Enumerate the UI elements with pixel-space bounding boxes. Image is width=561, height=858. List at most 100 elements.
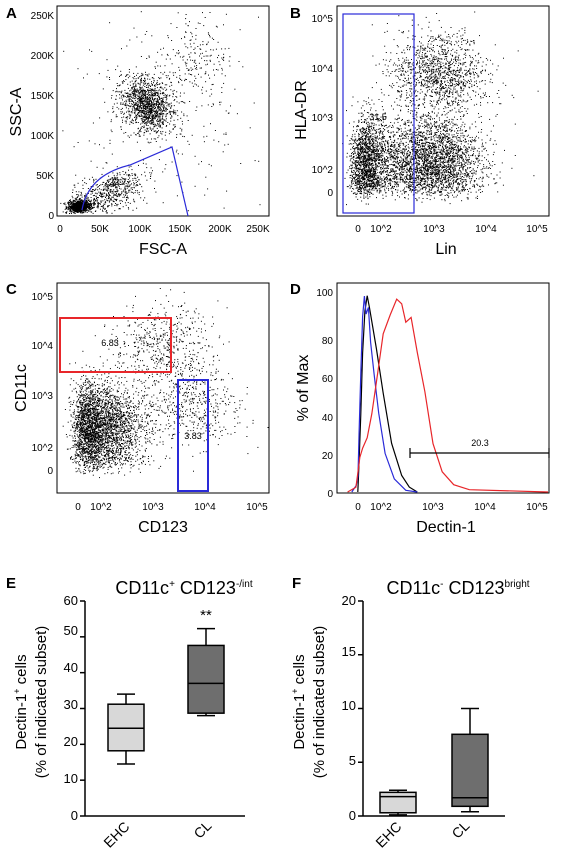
event-point-a4 (159, 146, 161, 148)
event-point-a0 (123, 104, 125, 105)
event-point-a0 (170, 111, 172, 113)
event-point-a4 (225, 132, 227, 134)
event-point-a4 (176, 175, 178, 177)
event-point-b0 (433, 163, 435, 165)
event-point-a2 (117, 190, 119, 192)
event-point-b0 (433, 172, 435, 174)
event-point-b0 (438, 185, 440, 187)
event-point-a0 (125, 120, 127, 122)
event-point-a2 (82, 212, 84, 214)
event-point-b0 (514, 155, 516, 156)
event-point-a1 (79, 198, 81, 200)
event-point-b0 (414, 142, 416, 144)
event-point-a0 (169, 94, 171, 96)
event-point-a1 (93, 204, 95, 206)
event-point-b0 (434, 169, 436, 171)
event-point-b0 (436, 170, 438, 172)
event-point-a2 (108, 180, 110, 182)
event-point-b0 (408, 187, 410, 189)
event-point-a0 (149, 102, 150, 104)
event-point-a0 (141, 126, 143, 127)
event-point-b0 (437, 186, 439, 188)
event-point-a3 (223, 57, 224, 59)
event-point-b0 (452, 157, 454, 159)
event-point-a0 (127, 135, 129, 137)
event-point-b0 (403, 123, 405, 125)
event-point-a4 (62, 130, 64, 132)
event-point-a0 (159, 120, 161, 122)
event-point-b0 (442, 145, 443, 147)
event-point-a2 (151, 172, 153, 174)
event-point-a2 (105, 212, 107, 214)
event-point-b0 (442, 161, 444, 163)
event-point-b0 (415, 192, 417, 194)
event-point-a2 (105, 183, 107, 185)
event-point-a1 (90, 208, 91, 210)
event-point-a4 (158, 159, 160, 161)
event-point-b0 (402, 171, 404, 173)
event-point-a2 (101, 173, 103, 175)
event-point-a0 (129, 99, 131, 101)
event-point-b0 (427, 166, 429, 168)
event-point-b0 (401, 171, 403, 173)
event-point-a1 (89, 205, 90, 207)
event-point-a0 (139, 83, 141, 85)
event-point-a3 (209, 35, 210, 37)
event-point-a4 (210, 165, 212, 167)
event-point-b0 (448, 184, 450, 186)
event-point-b0 (467, 159, 469, 160)
event-point-b0 (424, 175, 426, 177)
event-point-a3 (185, 32, 187, 33)
event-point-a3 (190, 59, 192, 61)
event-point-a2 (133, 200, 135, 202)
event-point-b0 (402, 178, 404, 180)
event-point-a0 (117, 85, 119, 87)
event-point-b0 (442, 137, 444, 139)
event-point-b0 (374, 149, 376, 151)
event-point-b0 (446, 116, 448, 118)
event-point-a1 (80, 207, 82, 209)
event-point-a0 (132, 92, 134, 94)
event-point-a0 (147, 102, 149, 104)
event-point-a1 (72, 202, 74, 204)
event-point-a0 (137, 108, 139, 110)
event-point-a3 (213, 69, 214, 71)
event-point-a4 (137, 128, 139, 130)
event-point-b0 (452, 159, 454, 161)
event-point-a3 (210, 54, 212, 56)
event-point-b0 (437, 148, 439, 150)
event-point-a1 (86, 210, 88, 212)
event-point-a4 (228, 112, 230, 114)
event-point-a2 (113, 179, 115, 181)
event-point-a2 (93, 202, 95, 204)
event-point-a0 (146, 103, 148, 105)
event-point-a2 (123, 183, 125, 185)
event-point-a0 (142, 84, 144, 86)
event-point-b0 (432, 118, 433, 120)
event-point-a4 (176, 110, 178, 112)
event-point-a3 (169, 58, 171, 60)
event-point-a4 (188, 143, 190, 145)
event-point-a2 (95, 178, 97, 180)
event-point-a0 (156, 113, 158, 115)
event-point-b0 (423, 135, 425, 137)
event-point-a2 (81, 196, 83, 198)
event-point-b0 (424, 138, 426, 140)
event-point-a0 (158, 109, 160, 111)
event-point-a0 (140, 101, 142, 103)
event-point-b0 (418, 163, 420, 165)
event-point-a2 (84, 177, 86, 179)
event-point-a3 (215, 25, 217, 27)
event-point-a2 (142, 162, 144, 164)
y-tick-a-1: 50K (36, 171, 54, 182)
event-point-b0 (461, 151, 463, 153)
event-point-b0 (449, 129, 451, 131)
event-point-a3 (206, 44, 208, 46)
event-point-a0 (130, 89, 132, 91)
event-point-b0 (386, 171, 388, 173)
event-point-a0 (153, 110, 155, 112)
event-point-b0 (397, 181, 399, 183)
event-point-a0 (152, 90, 154, 92)
event-point-a1 (79, 198, 81, 200)
event-point-a0 (150, 123, 152, 125)
